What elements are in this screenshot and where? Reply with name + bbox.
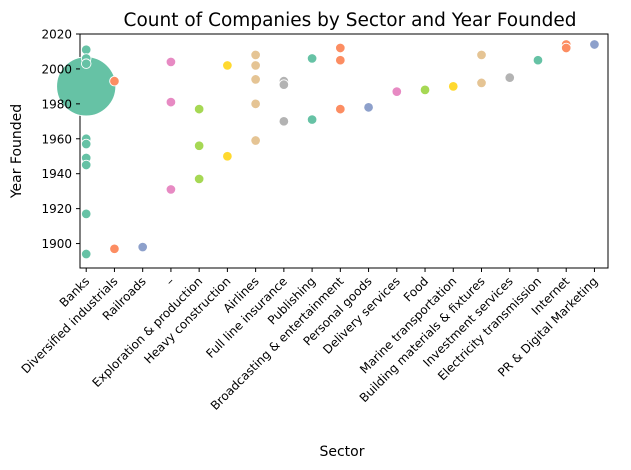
x-axis-title: Sector <box>319 444 364 460</box>
x-tick-label: – <box>163 274 177 288</box>
data-point <box>222 150 233 162</box>
y-axis-title: Year Founded <box>9 104 25 199</box>
data-point <box>80 138 92 150</box>
y-tick-label: 1980 <box>41 97 72 111</box>
data-point <box>250 49 261 61</box>
y-tick-label: 1920 <box>41 202 72 216</box>
data-point <box>193 103 205 115</box>
data-point <box>306 114 318 125</box>
data-point <box>193 173 205 185</box>
data-point <box>589 39 600 50</box>
y-tick-label: 1900 <box>41 237 72 251</box>
data-point <box>80 159 92 171</box>
data-point <box>193 140 205 152</box>
data-point <box>109 243 120 255</box>
data-point <box>137 241 148 253</box>
data-point <box>504 72 515 83</box>
data-point <box>80 208 92 220</box>
plot-area <box>56 33 609 269</box>
y-tick-label: 2020 <box>41 28 72 42</box>
data-point <box>80 248 92 260</box>
data-point <box>476 77 487 89</box>
data-point <box>80 44 92 55</box>
y-tick-label: 1940 <box>41 167 72 181</box>
data-point <box>250 60 261 71</box>
data-point <box>476 49 487 61</box>
data-point <box>250 98 261 110</box>
chart-title: Count of Companies by Sector and Year Fo… <box>124 10 577 31</box>
data-point <box>250 135 261 146</box>
data-point <box>109 75 120 87</box>
data-point <box>222 60 233 71</box>
data-point <box>80 58 92 69</box>
data-point <box>165 56 177 68</box>
data-point <box>560 42 572 54</box>
data-point <box>391 86 403 97</box>
plot-frame <box>79 33 609 269</box>
data-point <box>448 81 459 92</box>
data-point <box>363 102 374 113</box>
data-point <box>250 74 261 85</box>
y-tick-label: 1960 <box>41 132 72 146</box>
data-point <box>165 96 177 108</box>
data-point <box>335 103 346 115</box>
y-tick-label: 2000 <box>41 62 72 76</box>
data-point <box>165 184 177 195</box>
data-point <box>419 84 431 96</box>
data-point <box>335 42 346 54</box>
data-point <box>278 116 290 127</box>
data-point <box>278 79 290 90</box>
data-point <box>306 53 318 64</box>
y-axis: 1900 1920 1940 1960 1980 2000 2020 <box>41 28 80 251</box>
data-point <box>532 54 544 66</box>
data-point <box>335 54 346 66</box>
